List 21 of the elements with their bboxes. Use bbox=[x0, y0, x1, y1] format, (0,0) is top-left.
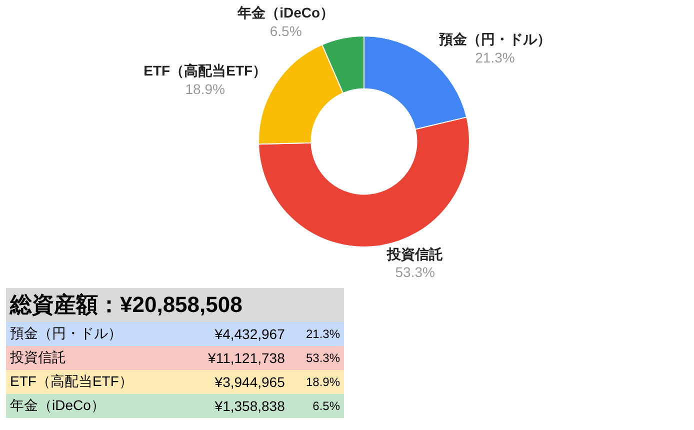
text: 18.9% bbox=[306, 375, 340, 389]
text: ¥4,432,967 bbox=[214, 325, 286, 344]
text: ¥1,358,838 bbox=[214, 397, 286, 416]
text: ¥11,121,738 bbox=[207, 349, 286, 368]
category-label: 投資信託 bbox=[10, 349, 66, 365]
category-label: ETF（高配当ETF） bbox=[10, 373, 133, 389]
data-label: 21.3% bbox=[475, 49, 515, 66]
slice-label: 預金（円・ドル） bbox=[438, 31, 551, 48]
data-label: 18.9% bbox=[185, 80, 225, 97]
text: ¥3,944,965 bbox=[214, 373, 286, 392]
text: 6.5% bbox=[312, 399, 340, 413]
text: 21.3% bbox=[306, 327, 340, 341]
category-label: 年金（iDeCo） bbox=[10, 397, 105, 413]
data-label: 6.5% bbox=[270, 22, 302, 39]
slice-label: 年金（iDeCo） bbox=[236, 4, 334, 21]
slice-label: ETF（高配当ETF） bbox=[144, 62, 267, 79]
slice-label: 投資信託 bbox=[386, 246, 444, 262]
text: 総資産額：¥20,858,508 bbox=[6, 288, 344, 322]
text: 53.3% bbox=[306, 351, 340, 365]
data-label: 53.3% bbox=[395, 264, 435, 280]
category-label: 預金（円・ドル） bbox=[10, 325, 122, 341]
